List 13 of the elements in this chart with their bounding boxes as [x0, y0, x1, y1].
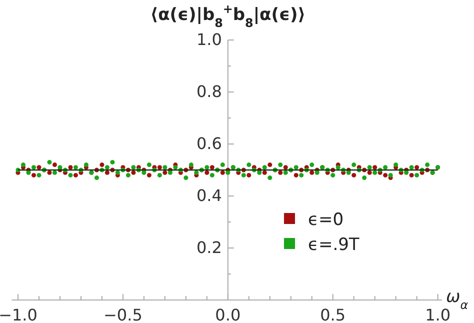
y-tick-label: 1.0: [196, 30, 222, 50]
x-tick-label: 0.5: [320, 306, 346, 323]
x-tick-label: −1.0: [0, 306, 38, 323]
y-tick-label: 0.2: [196, 238, 222, 258]
y-tick-label: 0.8: [196, 82, 222, 102]
legend-label: ϵ=.9T: [308, 235, 360, 255]
y-tick-label: 0.6: [196, 134, 222, 154]
y-axis-title: ⟨α(ϵ)|b$_{8}$$^{+}$b$_{8}$|α(ϵ)⟩: [150, 2, 306, 30]
y-tick-label: 0.4: [196, 186, 222, 206]
legend-label: ϵ=0: [308, 210, 344, 230]
x-tick-label: −0.5: [104, 306, 142, 323]
x-tick-label: 0.0: [215, 306, 241, 323]
x-tick-label: 1.0: [425, 306, 451, 323]
